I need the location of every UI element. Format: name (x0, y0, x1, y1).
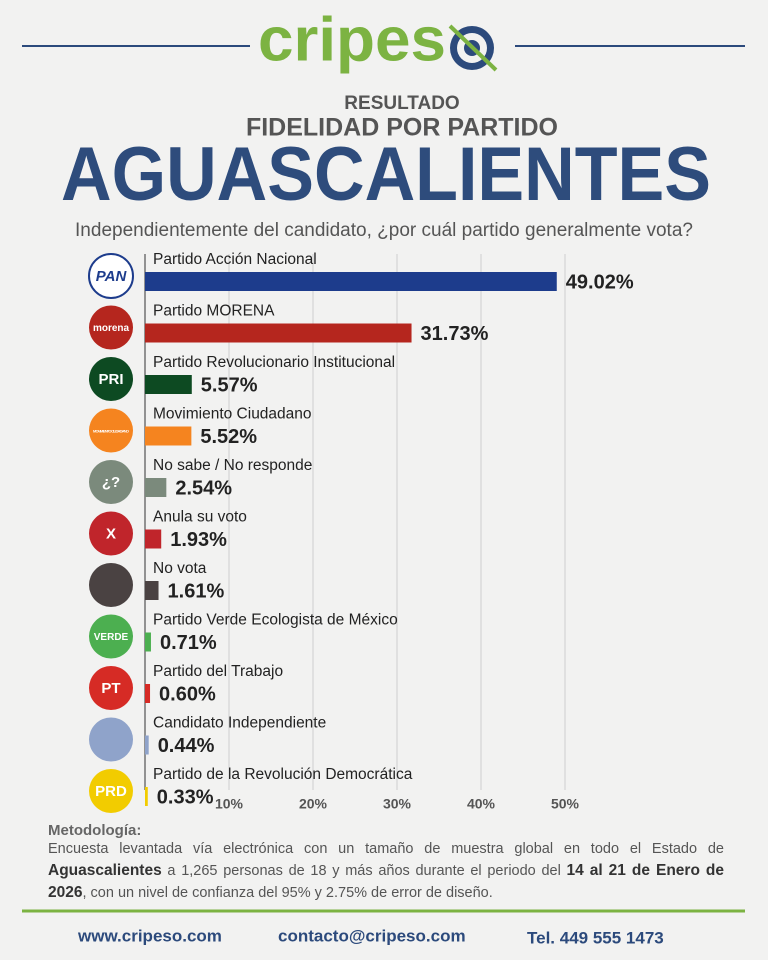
party-logo-text: ¿? (102, 474, 120, 491)
bar (145, 426, 192, 446)
kicker: RESULTADO (344, 93, 459, 114)
party-logo-text: morena (93, 323, 130, 334)
party-logo (89, 666, 133, 710)
category-label: Partido Verde Ecologista de México (153, 612, 398, 629)
value-label: 0.60% (159, 683, 216, 705)
methodology-text: 14 al 21 de Enero de 2026 (48, 862, 724, 901)
category-label: Partido Acción Nacional (153, 251, 317, 268)
category-label: Partido Revolucionario Institucional (153, 354, 395, 371)
methodology-title: Metodología: (48, 822, 142, 839)
party-logo-text: X (106, 525, 116, 542)
value-label: 0.33% (157, 786, 214, 808)
footer-web: www.cripeso.com (77, 926, 222, 945)
title: AGUASCALIENTES (61, 132, 711, 217)
bar (145, 684, 151, 703)
bar (145, 632, 151, 652)
category-label: Partido de la Revolución Democrática (153, 766, 413, 783)
value-label: 5.52% (200, 426, 257, 448)
party-logo (89, 357, 133, 401)
x-tick-label: 30% (383, 796, 412, 812)
value-label: 1.61% (168, 580, 225, 602)
category-label: No sabe / No responde (153, 457, 312, 474)
methodology-text: a 1,265 personas de 18 y más años durant… (161, 863, 567, 879)
value-label: 1.93% (170, 529, 227, 551)
bar (145, 735, 149, 755)
party-logo (89, 614, 133, 659)
category-label: Anula su voto (153, 509, 247, 526)
methodology-text: , con un nivel de confianza del 95% y 2.… (82, 885, 493, 901)
category-label: No vota (153, 560, 207, 577)
methodology: Metodología: Encuesta levantada vía elect… (48, 822, 724, 904)
party-logo-text: PRI (98, 371, 123, 388)
bar (145, 323, 412, 343)
footer-phone: Tel. 449 555 1473 (527, 928, 664, 947)
question: Independientemente del candidato, ¿por c… (75, 220, 693, 241)
bar (145, 581, 159, 600)
value-label: 5.57% (201, 374, 258, 396)
x-tick-label: 20% (299, 796, 328, 812)
category-label: Partido MORENA (153, 303, 275, 320)
x-tick-label: 10% (215, 796, 244, 812)
party-logo (89, 769, 133, 813)
bar (145, 529, 162, 549)
footer-email: contacto@cripeso.com (278, 926, 466, 945)
bar (145, 478, 167, 497)
value-label: 0.44% (158, 735, 215, 757)
party-logo (89, 305, 133, 350)
brand: cripes (258, 5, 446, 74)
brand-target (448, 24, 498, 72)
methodology-text: Encuesta levantada vía electrónica con u… (48, 841, 724, 857)
value-label: 49.02% (566, 271, 634, 293)
party-logo (88, 253, 134, 299)
category-label: Candidato Independiente (153, 715, 326, 732)
methodology-text: Aguascalientes (48, 862, 162, 879)
x-tick-label: 40% (467, 796, 496, 812)
bar (145, 787, 148, 806)
party-logo (89, 408, 133, 453)
category-label: Partido del Trabajo (153, 663, 283, 680)
party-logo-text: PAN (96, 268, 128, 285)
value-label: 0.71% (160, 632, 217, 654)
value-label: 2.54% (175, 477, 232, 499)
value-label: 31.73% (421, 323, 489, 345)
party-logo-text: VERDE (94, 632, 129, 643)
party-logo (89, 717, 133, 762)
category-label: Movimiento Ciudadano (153, 406, 312, 423)
subtitle: FIDELIDAD POR PARTIDO (246, 114, 558, 142)
bar (145, 272, 557, 291)
party-logo-text: MOVIMIENTO CIUDADANO (93, 429, 129, 434)
party-logo-text: PRD (95, 783, 127, 800)
bar (145, 375, 192, 394)
party-logo (89, 460, 133, 504)
x-tick-label: 50% (551, 796, 580, 812)
party-logo (89, 511, 133, 556)
party-logo (89, 563, 133, 607)
party-logo-text: PT (101, 680, 120, 697)
